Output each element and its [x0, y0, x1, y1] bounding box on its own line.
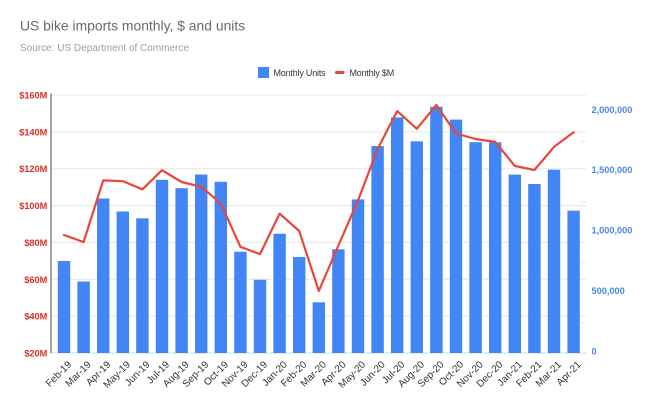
svg-text:$140M: $140M	[19, 127, 47, 137]
svg-text:US bike imports monthly, $ and: US bike imports monthly, $ and units	[20, 18, 245, 34]
svg-text:2,000,000: 2,000,000	[592, 105, 633, 115]
svg-text:Source: US Department of Comme: Source: US Department of Commerce	[20, 43, 189, 54]
svg-text:0: 0	[592, 346, 597, 356]
svg-text:$120M: $120M	[19, 164, 47, 174]
svg-text:500,000: 500,000	[592, 286, 625, 296]
svg-text:$80M: $80M	[24, 238, 47, 248]
svg-text:1,500,000: 1,500,000	[592, 165, 633, 175]
svg-text:Monthly Units: Monthly Units	[274, 68, 327, 78]
svg-text:$100M: $100M	[19, 201, 47, 211]
svg-text:Monthly $M: Monthly $M	[350, 68, 395, 78]
svg-text:$160M: $160M	[19, 91, 47, 101]
svg-text:$60M: $60M	[24, 275, 47, 285]
svg-text:$20M: $20M	[24, 349, 47, 359]
svg-text:$40M: $40M	[24, 312, 47, 322]
svg-text:1,000,000: 1,000,000	[592, 226, 633, 236]
